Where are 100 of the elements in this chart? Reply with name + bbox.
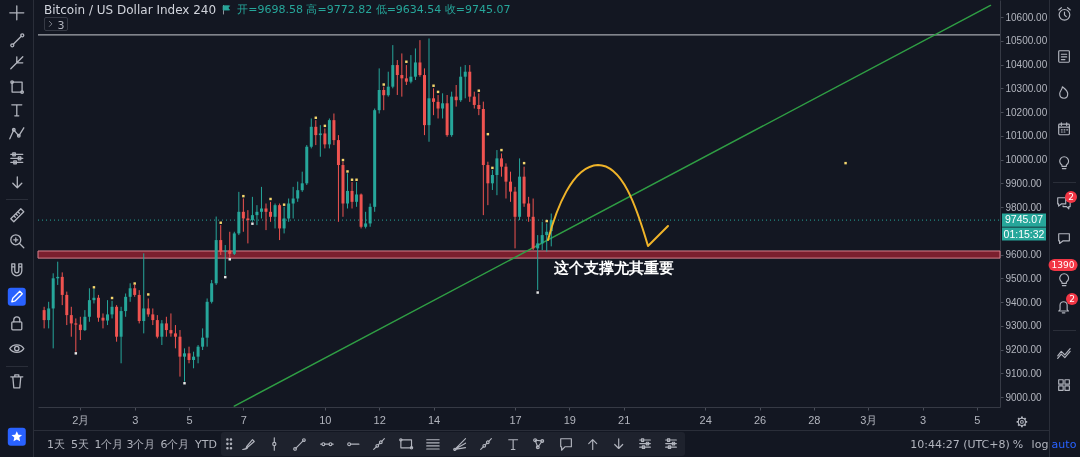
text: 1个月 — [94, 437, 124, 451]
candlestick — [296, 181, 300, 203]
candlestick — [323, 127, 327, 149]
candlestick — [124, 293, 128, 318]
x-tick-label: 12 — [373, 413, 386, 426]
x-tick-label: 17 — [509, 413, 522, 426]
y-tick-label: 10100.00 — [1005, 130, 1048, 142]
candlestick — [377, 67, 381, 114]
annotation: 这个支撑尤其重要 — [554, 258, 674, 277]
candlestick — [436, 94, 440, 119]
candlestick — [346, 172, 349, 209]
x-tick-label: 19 — [563, 413, 576, 426]
y-tick-label: 9500.00 — [1005, 272, 1043, 284]
text: 5天 — [71, 437, 89, 451]
candlestick — [391, 44, 395, 89]
y-tick-label: 10500.00 — [1005, 35, 1048, 47]
candlestick — [545, 222, 549, 253]
x-tick-label: 10 — [319, 413, 332, 426]
text: 6个月 — [160, 437, 190, 451]
x-tick-label: 21 — [618, 413, 631, 426]
text: 2 — [1066, 293, 1078, 305]
candlestick — [278, 203, 282, 241]
candlestick — [459, 66, 463, 103]
candlestick — [432, 87, 436, 116]
candlestick — [486, 161, 490, 206]
candlestick — [78, 316, 82, 341]
candlestick — [201, 327, 205, 351]
y-tick-label: 9100.00 — [1005, 367, 1043, 379]
candlestick — [404, 64, 408, 86]
candlestick — [273, 203, 277, 229]
y-tick-label: 9300.00 — [1005, 320, 1043, 332]
candlestick — [60, 271, 64, 306]
candlestick — [395, 59, 399, 96]
y-tick-label: 10300.00 — [1005, 82, 1048, 94]
candlestick — [495, 149, 499, 196]
candlestick — [409, 54, 413, 84]
y-tick-label: 9200.00 — [1005, 344, 1043, 356]
candlestick — [83, 309, 87, 332]
x-tick-label: 3 — [919, 413, 927, 426]
candlestick — [128, 282, 132, 303]
candlestick — [418, 39, 422, 78]
x-tick-label: 5 — [974, 413, 981, 426]
candlestick — [264, 203, 268, 231]
text: 1390 — [1048, 259, 1078, 271]
chart-subtitle: 开=9698.58 高=9772.82 低=9634.54 收=9745.07 — [237, 3, 511, 17]
candlestick — [291, 186, 295, 219]
text: 3个月 — [126, 437, 156, 451]
text: YTD — [195, 437, 217, 451]
candlestick — [237, 191, 241, 236]
candlestick — [173, 324, 177, 349]
candlestick — [504, 162, 508, 200]
candlestick — [210, 279, 214, 304]
text: 2 — [1065, 191, 1077, 203]
candlestick — [386, 71, 390, 98]
candlestick — [350, 181, 354, 209]
candlestick — [382, 86, 386, 111]
candlestick — [106, 299, 110, 326]
candlestick — [269, 201, 273, 223]
candlestick — [169, 312, 173, 338]
candlestick — [155, 314, 159, 339]
candlestick — [318, 124, 322, 158]
text: 10:44:27 (UTC+8) — [910, 437, 1010, 451]
x-tick-label: 24 — [699, 413, 712, 426]
candlestick — [42, 306, 46, 329]
text: log — [1031, 437, 1049, 451]
candlestick — [332, 113, 336, 146]
y-tick-label: 9800.00 — [1005, 201, 1043, 213]
annotation: 3 — [57, 18, 65, 31]
candlestick — [241, 198, 245, 233]
text: auto — [1051, 437, 1077, 451]
candlestick — [101, 312, 105, 329]
y-tick-label: 9400.00 — [1005, 296, 1043, 308]
candlestick — [219, 224, 223, 256]
candlestick — [477, 92, 481, 116]
ref-line-label: 9745.07 — [1005, 213, 1044, 226]
candlestick — [232, 231, 236, 256]
candlestick — [368, 203, 372, 228]
candlestick — [160, 319, 164, 346]
candlestick — [110, 300, 114, 319]
x-tick-label: 3月 — [860, 413, 878, 426]
x-tick-label: 14 — [427, 413, 441, 426]
y-tick-label: 9900.00 — [1005, 177, 1043, 189]
candlestick — [490, 169, 494, 191]
candlestick — [187, 346, 191, 364]
candlestick — [164, 316, 168, 338]
candlestick — [463, 64, 467, 99]
x-tick-label: 7 — [240, 413, 247, 426]
x-tick-label: 3 — [132, 413, 139, 426]
candlestick — [509, 171, 513, 203]
candlestick — [300, 171, 304, 193]
candlestick — [441, 92, 445, 119]
text: 1天 — [47, 437, 65, 451]
candlestick — [96, 294, 100, 323]
candlestick — [87, 287, 91, 323]
candlestick — [146, 297, 150, 318]
chart-title: Bitcoin / US Dollar Index 240 — [44, 3, 217, 17]
candlestick — [309, 117, 313, 149]
candlestick — [74, 317, 78, 353]
candlestick — [69, 306, 73, 338]
y-tick-label: 10000.00 — [1005, 154, 1048, 166]
